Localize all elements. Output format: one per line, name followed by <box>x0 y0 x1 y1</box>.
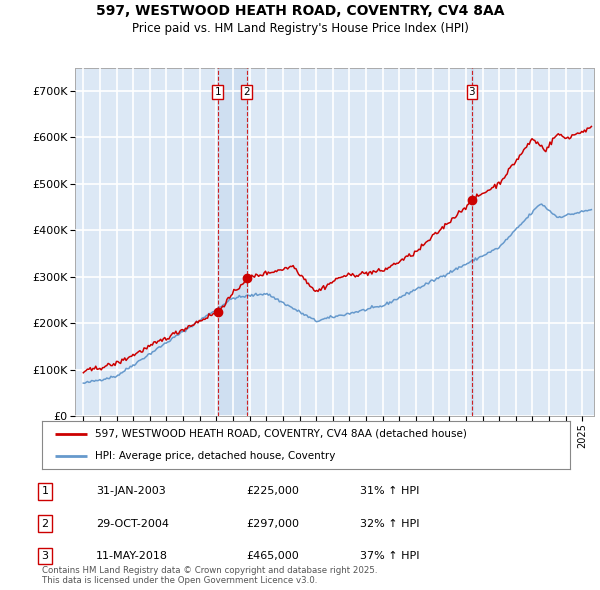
Text: 2: 2 <box>41 519 49 529</box>
Text: 597, WESTWOOD HEATH ROAD, COVENTRY, CV4 8AA (detached house): 597, WESTWOOD HEATH ROAD, COVENTRY, CV4 … <box>95 429 467 439</box>
Text: 29-OCT-2004: 29-OCT-2004 <box>96 519 169 529</box>
Text: 37% ↑ HPI: 37% ↑ HPI <box>360 551 419 561</box>
Text: 11-MAY-2018: 11-MAY-2018 <box>96 551 168 561</box>
Text: 1: 1 <box>214 87 221 97</box>
Text: £465,000: £465,000 <box>246 551 299 561</box>
Text: Contains HM Land Registry data © Crown copyright and database right 2025.
This d: Contains HM Land Registry data © Crown c… <box>42 566 377 585</box>
Text: HPI: Average price, detached house, Coventry: HPI: Average price, detached house, Cove… <box>95 451 335 461</box>
Text: 32% ↑ HPI: 32% ↑ HPI <box>360 519 419 529</box>
Text: 1: 1 <box>41 486 49 496</box>
Text: £225,000: £225,000 <box>246 486 299 496</box>
Text: 597, WESTWOOD HEATH ROAD, COVENTRY, CV4 8AA: 597, WESTWOOD HEATH ROAD, COVENTRY, CV4 … <box>96 4 504 18</box>
Text: 2: 2 <box>244 87 250 97</box>
Text: 3: 3 <box>469 87 475 97</box>
Text: 31-JAN-2003: 31-JAN-2003 <box>96 486 166 496</box>
Bar <box>471 68 473 416</box>
Text: 3: 3 <box>41 551 49 561</box>
Text: Price paid vs. HM Land Registry's House Price Index (HPI): Price paid vs. HM Land Registry's House … <box>131 22 469 35</box>
Text: 31% ↑ HPI: 31% ↑ HPI <box>360 486 419 496</box>
Text: £297,000: £297,000 <box>246 519 299 529</box>
Bar <box>218 68 247 416</box>
